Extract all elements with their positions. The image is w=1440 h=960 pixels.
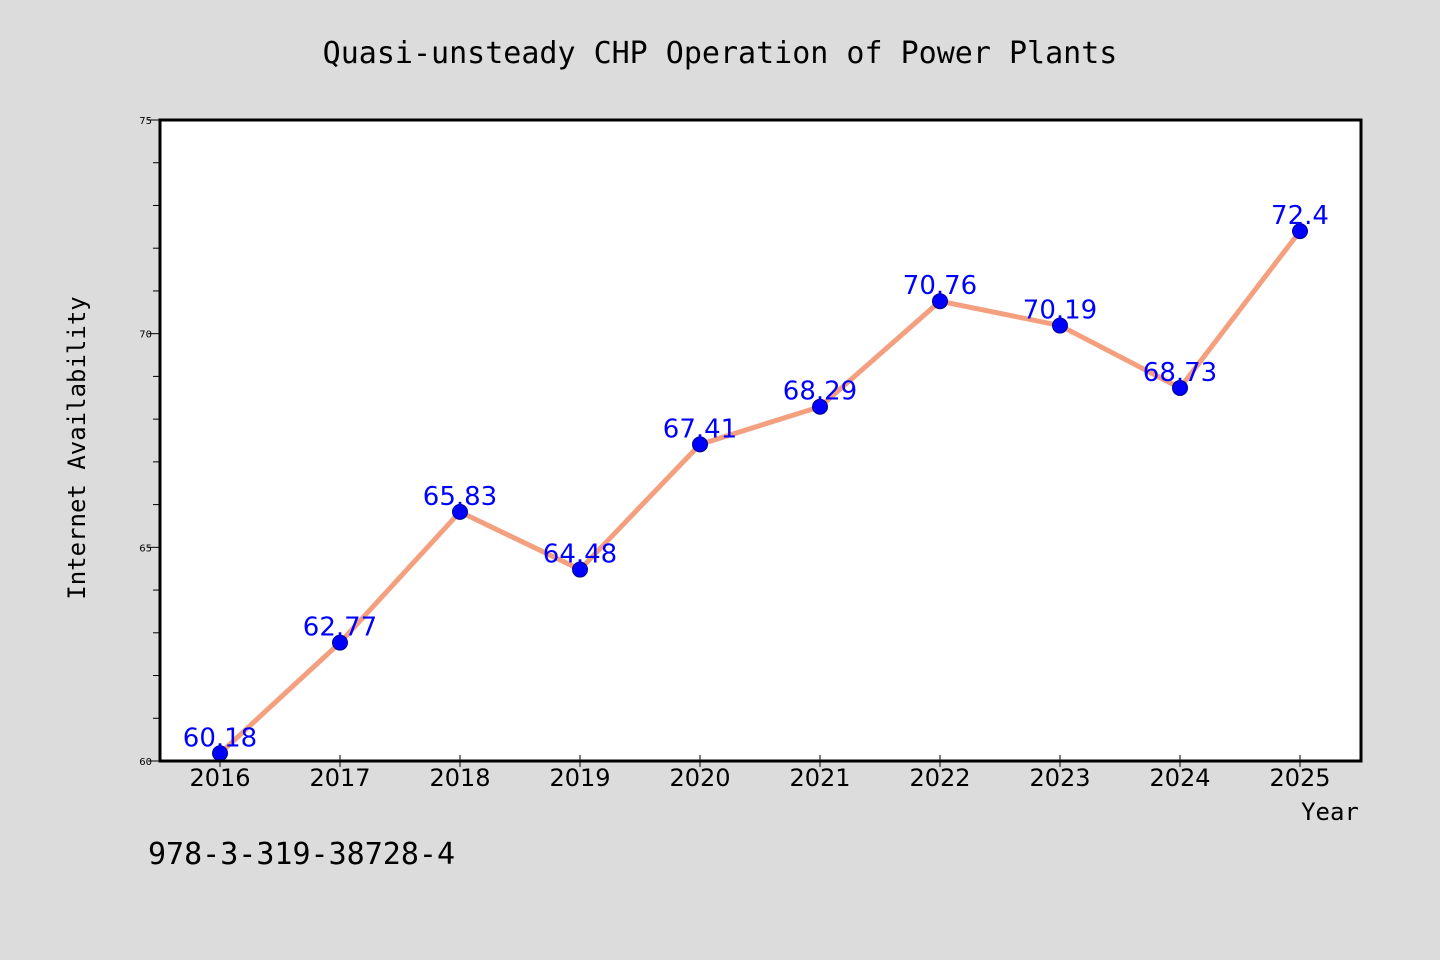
data-label: 62.77 (303, 613, 377, 643)
data-point (1052, 317, 1068, 334)
x-tick-label: 2019 (549, 764, 610, 792)
y-tick-label: 70 (139, 330, 152, 341)
isbn-text: 978-3-319-38728-4 (148, 837, 455, 872)
series-line (218, 229, 1302, 756)
data-label: 70.76 (903, 271, 977, 301)
y-axis: 60 65 70 75 (139, 116, 160, 768)
data-label: 67.41 (663, 414, 737, 444)
data-point (452, 503, 468, 520)
x-tick-label: 2025 (1269, 764, 1330, 792)
data-point (572, 561, 588, 578)
data-point (812, 398, 828, 415)
data-label: 70.19 (1023, 296, 1097, 326)
data-label: 64.48 (543, 540, 617, 570)
data-point (1172, 379, 1188, 396)
data-label: 60.18 (183, 723, 257, 753)
y-axis-label: Internet Availability (63, 296, 91, 599)
y-tick-label: 75 (139, 116, 152, 127)
x-axis: 2016 2017 2018 2019 2020 2021 2022 2023 2024 2025 (189, 755, 1331, 792)
data-labels: 60.18 62.77 65.83 64.48 67.41 68.29 70.76 70.19… (183, 201, 1329, 753)
plot-frame (158, 118, 1363, 763)
y-tick-label: 60 (139, 757, 152, 768)
x-tick-label: 2021 (789, 764, 850, 792)
data-label: 65.83 (423, 482, 497, 512)
data-label: 68.73 (1143, 358, 1217, 388)
x-tick-label: 2016 (189, 764, 250, 792)
plot-area (160, 120, 1361, 761)
data-point (932, 293, 948, 310)
data-label: 68.29 (783, 377, 857, 407)
x-tick-label: 2018 (429, 764, 490, 792)
chart-title: Quasi-unsteady CHP Operation of Power Pl… (323, 36, 1118, 71)
data-markers (212, 223, 1308, 762)
x-tick-label: 2020 (669, 764, 730, 792)
x-tick-label: 2024 (1149, 764, 1210, 792)
x-tick-label: 2017 (309, 764, 370, 792)
data-point (692, 436, 708, 453)
data-point (1292, 223, 1308, 240)
data-point (332, 634, 348, 651)
data-label: 72.4 (1271, 201, 1329, 231)
y-tick-label: 65 (139, 543, 152, 554)
x-tick-label: 2022 (909, 764, 970, 792)
x-axis-label: Year (1301, 798, 1359, 826)
x-tick-label: 2023 (1029, 764, 1090, 792)
